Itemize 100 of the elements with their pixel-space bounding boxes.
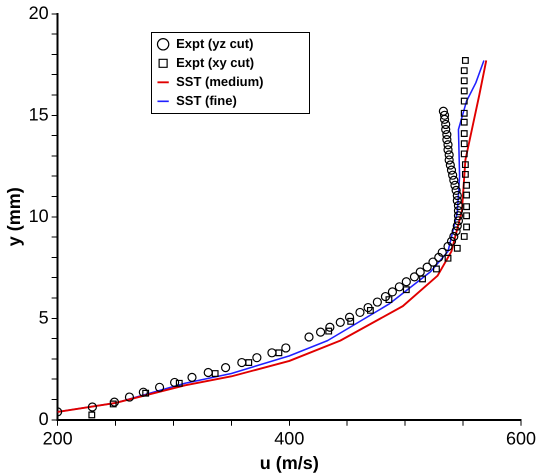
point <box>325 328 332 335</box>
point <box>454 201 464 210</box>
point <box>388 287 398 297</box>
point <box>363 302 373 312</box>
point <box>463 212 470 220</box>
point <box>462 170 469 178</box>
point <box>212 370 219 377</box>
point <box>204 368 213 378</box>
point <box>452 221 462 231</box>
point <box>460 130 468 137</box>
point <box>410 272 420 282</box>
point <box>463 192 470 199</box>
y-tick-label: 15 <box>28 104 49 124</box>
point <box>450 180 460 190</box>
point <box>460 67 468 74</box>
point <box>110 398 119 407</box>
point <box>452 190 462 200</box>
point <box>347 318 354 325</box>
point <box>442 130 452 140</box>
point <box>138 388 148 397</box>
point <box>237 358 246 368</box>
point <box>281 343 290 353</box>
point <box>110 400 117 408</box>
point <box>386 296 392 304</box>
point <box>444 254 452 262</box>
y-tick-label: 20 <box>28 2 49 23</box>
point <box>444 150 454 160</box>
point <box>460 110 468 117</box>
point <box>252 353 262 362</box>
point <box>88 412 96 418</box>
y-tick-label: 10 <box>28 206 49 226</box>
point <box>460 140 468 148</box>
point <box>416 267 425 277</box>
point <box>304 332 314 342</box>
point <box>428 257 438 267</box>
point <box>446 236 456 246</box>
point <box>440 110 450 120</box>
point <box>454 206 464 216</box>
point <box>402 286 410 294</box>
point <box>452 186 461 196</box>
legend-label: Expt (yz cut) <box>176 36 254 51</box>
point <box>463 182 470 189</box>
y-tick-label: 0 <box>38 408 49 429</box>
point <box>454 244 461 252</box>
y-axis-title: y (mm) <box>4 187 24 246</box>
point <box>441 124 450 134</box>
point <box>444 155 454 165</box>
y-tick-label: 5 <box>38 307 49 328</box>
point <box>460 150 468 158</box>
point <box>245 359 252 366</box>
legend-label: SST (medium) <box>176 74 264 89</box>
point <box>422 262 432 272</box>
point <box>434 252 444 262</box>
point <box>433 266 440 272</box>
point <box>441 120 450 130</box>
point <box>88 402 97 412</box>
point <box>275 349 282 356</box>
point <box>170 378 180 388</box>
point <box>460 98 468 105</box>
point <box>394 282 404 292</box>
point <box>462 57 469 64</box>
point <box>446 160 455 170</box>
point <box>443 242 453 252</box>
point <box>462 161 469 168</box>
point <box>438 248 447 257</box>
point <box>454 216 464 226</box>
point <box>442 135 452 144</box>
point <box>142 390 150 397</box>
point <box>419 275 426 282</box>
point <box>452 196 462 206</box>
legend-label: Expt (xy cut) <box>176 54 254 70</box>
point <box>460 118 468 126</box>
point <box>438 106 448 116</box>
x-tick-label: 400 <box>274 428 304 449</box>
point <box>443 145 453 154</box>
x-tick-label: 200 <box>42 428 73 449</box>
point <box>460 77 468 84</box>
point <box>355 308 365 318</box>
point <box>402 277 411 286</box>
point <box>452 226 461 236</box>
point <box>463 203 470 210</box>
point <box>176 380 183 387</box>
point <box>366 306 374 314</box>
point <box>380 292 390 302</box>
point <box>267 348 277 358</box>
point <box>460 233 468 240</box>
point <box>454 211 464 220</box>
point <box>463 224 470 230</box>
point <box>124 392 134 402</box>
point <box>443 140 453 150</box>
point <box>440 114 450 124</box>
point <box>325 322 334 332</box>
point <box>344 312 354 322</box>
point <box>449 176 458 185</box>
point <box>448 170 458 180</box>
point <box>220 363 230 372</box>
point <box>446 166 456 175</box>
point <box>187 372 197 382</box>
point <box>449 232 458 242</box>
point <box>316 328 326 337</box>
